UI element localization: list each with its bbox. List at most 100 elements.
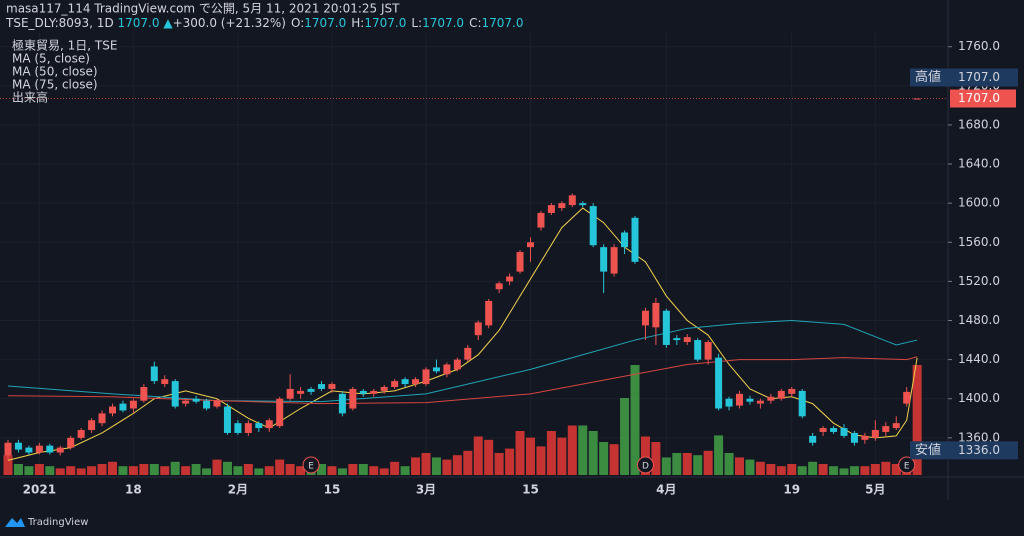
candle-body (537, 212, 545, 228)
ohlc-value: 1707.0 (482, 16, 524, 30)
last-price-label: 1707.0 (958, 91, 1000, 105)
event-marker (898, 456, 916, 474)
volume-bar (358, 464, 368, 475)
volume-bar (296, 466, 306, 475)
volume-bar (76, 468, 86, 475)
candle-body (558, 203, 566, 209)
volume-bar (526, 437, 535, 475)
volume-bar (787, 464, 797, 475)
candle-body (474, 322, 482, 336)
change: +300.0 (+21.32%) (173, 16, 286, 30)
volume-bar (202, 468, 212, 475)
candle-body (777, 390, 785, 399)
candle-body (725, 398, 733, 407)
candle-body (88, 420, 96, 431)
event-label: E (904, 462, 910, 472)
candle-body (35, 445, 43, 453)
candle-body (871, 430, 879, 438)
candle-body (913, 98, 921, 100)
candle-body (704, 342, 712, 360)
arrow: ▲ (163, 16, 173, 30)
volume-bar (682, 453, 692, 475)
volume-bar (881, 461, 891, 475)
candle-body (736, 393, 743, 406)
volume-bar (66, 466, 76, 475)
candle-body (119, 403, 127, 411)
price-marker-name: 高値 (915, 69, 941, 85)
volume-bar (567, 425, 577, 475)
volume-bar (640, 436, 650, 475)
price-marker-value: 1707.0 (958, 70, 1000, 84)
volume-bar (243, 464, 253, 475)
volume-bar (149, 464, 159, 475)
volume-bar (484, 439, 494, 475)
candle-body (610, 247, 618, 274)
volume-bar (13, 464, 23, 475)
candle-body (621, 232, 629, 248)
volume-bar (735, 457, 744, 475)
candle-body (495, 283, 503, 290)
candle-body (98, 413, 106, 424)
volume-bar (264, 466, 274, 475)
volume-bar (797, 466, 807, 475)
volume-bar (620, 398, 630, 475)
volume-bar (390, 461, 400, 475)
volume-bar (870, 464, 880, 475)
candle-body (14, 442, 22, 450)
candle-body (662, 310, 670, 345)
volume-bar (672, 453, 682, 475)
candle-body (391, 381, 399, 387)
volume-bar (515, 431, 525, 475)
volume-bar (3, 455, 13, 475)
volume-bar (254, 468, 264, 475)
volume-bar (160, 466, 170, 475)
candle-body (652, 302, 660, 328)
candle-body (422, 369, 430, 385)
y-tick-label: 1400.0 (958, 391, 1000, 405)
legend-ma50: MA (50, close) (12, 65, 98, 79)
candle-body (788, 388, 796, 394)
candle-body (516, 252, 524, 272)
volume-bar (24, 466, 34, 475)
volume-bar (128, 466, 138, 475)
volume-bar (609, 444, 619, 475)
header-line1: masa117_114 TradingView.com で公開, 5月 11, … (6, 2, 400, 16)
candle-body (830, 428, 838, 432)
volume (3, 365, 922, 475)
candle-body (673, 338, 681, 341)
candle-body (861, 435, 869, 440)
candle-body (25, 447, 33, 453)
x-tick-label: 18 (125, 483, 142, 497)
price-marker-box (910, 68, 1018, 87)
candle-body (223, 406, 231, 433)
candle-body (882, 426, 890, 432)
candle-body (485, 300, 493, 326)
volume-bar (400, 466, 410, 475)
candle-body (150, 366, 158, 382)
last-price-box (950, 89, 1016, 108)
volume-bar (891, 464, 901, 475)
ohlc-key: L: (411, 16, 422, 30)
volume-bar (536, 446, 546, 475)
ohlc-key: O: (291, 16, 304, 30)
candle-body (307, 388, 315, 392)
candle-body (318, 384, 325, 389)
candle-body (798, 390, 806, 417)
volume-bar (108, 461, 117, 475)
ohlc: O:1707.0 H:1707.0 L:1707.0 C:1707.0 (291, 16, 524, 30)
volume-bar (578, 425, 588, 475)
volume-bar (745, 459, 755, 475)
candle-body (683, 337, 691, 343)
y-tick-label: 1560.0 (958, 235, 1000, 249)
candle-body (161, 379, 169, 385)
volume-bar (317, 464, 326, 475)
x-tick-label: 4月 (656, 483, 676, 497)
candle-body (850, 432, 858, 443)
footer-logo (5, 518, 25, 527)
price: 1707.0 (118, 16, 160, 30)
candle-body (715, 357, 723, 409)
symbol: TSE_DLY:8093, 1D (5, 16, 114, 30)
price-marker-value: 1336.0 (958, 443, 1000, 457)
candle-body (401, 379, 409, 385)
price-marker-box (910, 441, 1018, 460)
